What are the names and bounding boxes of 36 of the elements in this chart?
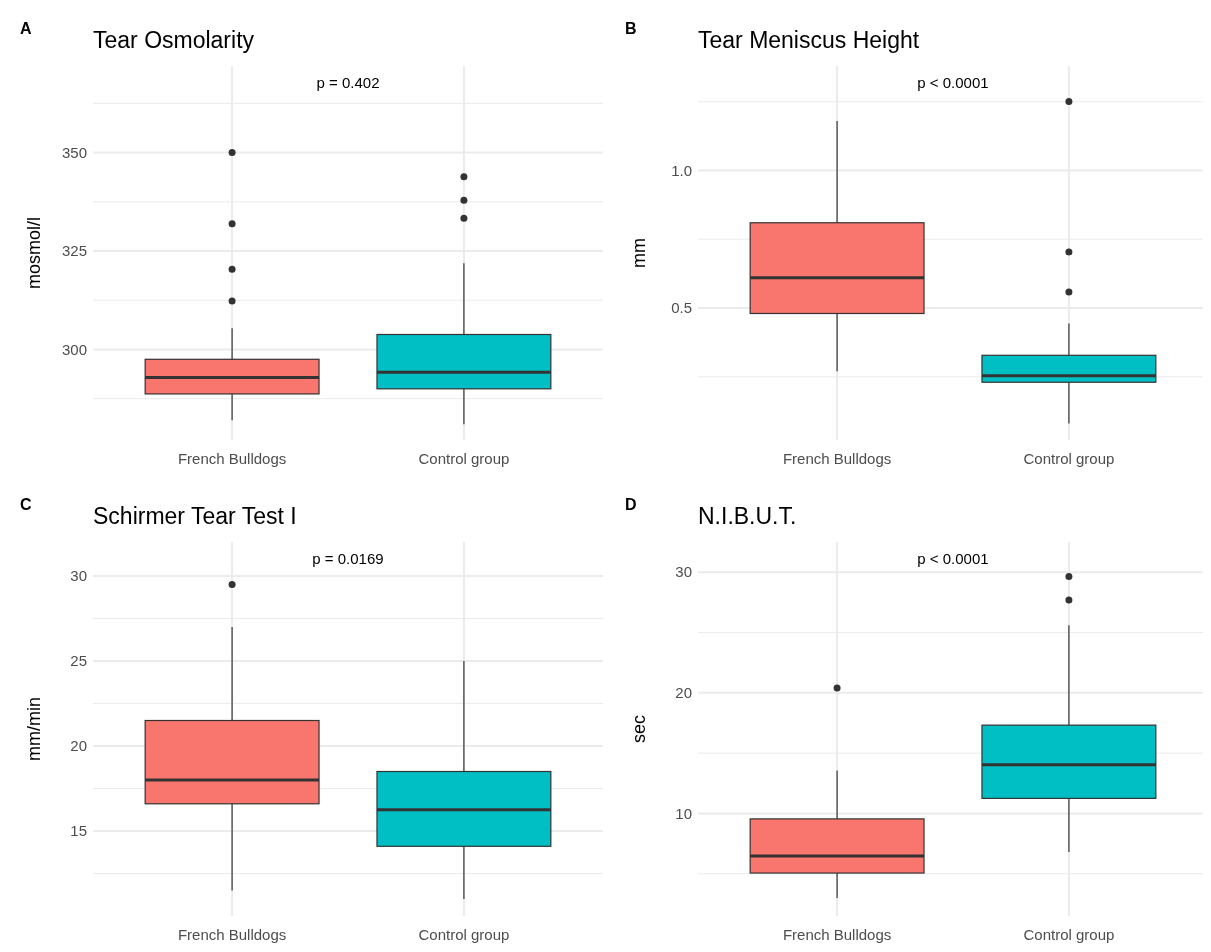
y-tick-label: 25 (70, 652, 87, 670)
x-tick-label: Control group (418, 450, 510, 467)
x-tick-label: Control group (418, 926, 510, 943)
y-axis-title: mm (629, 238, 649, 268)
x-tick-label: French Bulldogs (177, 926, 287, 943)
chart-title: Tear Meniscus Height (698, 27, 920, 53)
chart-title: Schirmer Tear Test I (93, 503, 297, 529)
text: D (625, 496, 637, 513)
y-tick-label: 20 (70, 737, 87, 755)
y-tick-label: 10 (675, 804, 692, 822)
y-axis-title: mm/min (24, 697, 44, 761)
x-tick-label: Control group (1023, 450, 1115, 467)
x-tick-label: French Bulldogs (782, 926, 892, 943)
x-tick-label: Control group (1023, 926, 1115, 943)
y-tick-label: 30 (675, 563, 692, 581)
y-tick-label: 30 (70, 567, 87, 585)
text: C (20, 496, 32, 513)
text: A (20, 20, 32, 37)
y-tick-label: 0.5 (671, 299, 692, 317)
annotation: p = 0.0169 (312, 550, 384, 567)
y-tick-label: 20 (675, 684, 692, 702)
y-axis-title: mosmol/l (24, 216, 44, 290)
annotation: p = 0.402 (316, 74, 380, 91)
x-tick-label: French Bulldogs (782, 450, 892, 467)
annotation: p < 0.0001 (917, 550, 989, 567)
chart-title: N.I.B.U.T. (698, 503, 797, 529)
chart-title: Tear Osmolarity (93, 27, 255, 53)
y-tick-label: 1.0 (671, 161, 692, 179)
y-tick-label: 300 (61, 340, 87, 358)
text: B (625, 20, 637, 37)
y-tick-label: 325 (61, 242, 87, 260)
y-tick-label: 350 (61, 143, 87, 161)
y-tick-label: 15 (70, 822, 87, 840)
y-axis-title: sec (629, 714, 649, 744)
annotation: p < 0.0001 (917, 74, 989, 91)
x-tick-label: French Bulldogs (177, 450, 287, 467)
